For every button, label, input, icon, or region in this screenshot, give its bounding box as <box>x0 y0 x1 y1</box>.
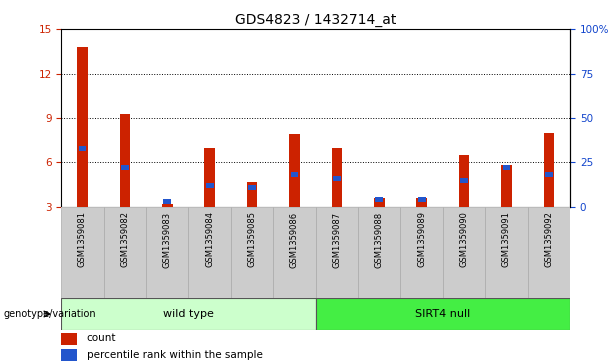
Text: genotype/variation: genotype/variation <box>3 309 96 319</box>
Bar <box>459 155 470 207</box>
Bar <box>545 172 553 178</box>
FancyBboxPatch shape <box>528 207 570 298</box>
Bar <box>503 165 510 170</box>
Text: GSM1359083: GSM1359083 <box>163 211 172 268</box>
Bar <box>78 146 86 151</box>
Bar <box>61 333 77 345</box>
Text: GSM1359082: GSM1359082 <box>120 211 129 268</box>
Bar <box>204 148 215 207</box>
Text: GSM1359087: GSM1359087 <box>332 211 341 268</box>
Text: GSM1359084: GSM1359084 <box>205 211 214 268</box>
Bar <box>289 134 300 207</box>
Text: GSM1359090: GSM1359090 <box>460 211 468 267</box>
FancyBboxPatch shape <box>273 207 316 298</box>
Bar <box>121 165 129 170</box>
FancyBboxPatch shape <box>61 207 104 298</box>
Bar <box>460 178 468 183</box>
Text: wild type: wild type <box>163 309 214 319</box>
Bar <box>206 183 213 188</box>
Bar <box>291 172 299 178</box>
Bar <box>77 47 88 207</box>
FancyBboxPatch shape <box>189 207 231 298</box>
FancyBboxPatch shape <box>485 207 528 298</box>
FancyBboxPatch shape <box>316 298 570 330</box>
Text: count: count <box>87 334 116 343</box>
FancyBboxPatch shape <box>104 207 146 298</box>
Text: GSM1359088: GSM1359088 <box>375 211 384 268</box>
Text: GSM1359081: GSM1359081 <box>78 211 87 268</box>
FancyBboxPatch shape <box>146 207 189 298</box>
Bar <box>162 204 173 207</box>
Bar <box>544 133 554 207</box>
Text: GSM1359089: GSM1359089 <box>417 211 426 268</box>
FancyBboxPatch shape <box>400 207 443 298</box>
Text: GSM1359086: GSM1359086 <box>290 211 299 268</box>
FancyBboxPatch shape <box>316 207 358 298</box>
Bar <box>501 166 512 207</box>
Text: GSM1359092: GSM1359092 <box>544 211 554 267</box>
Bar <box>61 349 77 362</box>
Bar <box>332 148 342 207</box>
FancyBboxPatch shape <box>231 207 273 298</box>
Text: GSM1359091: GSM1359091 <box>502 211 511 267</box>
Text: SIRT4 null: SIRT4 null <box>415 309 471 319</box>
Text: GSM1359085: GSM1359085 <box>248 211 257 268</box>
Bar <box>418 197 425 203</box>
Bar <box>374 198 384 207</box>
Bar <box>248 185 256 190</box>
FancyBboxPatch shape <box>443 207 485 298</box>
Bar <box>376 197 383 203</box>
Bar <box>164 199 171 204</box>
Bar <box>247 182 257 207</box>
Title: GDS4823 / 1432714_at: GDS4823 / 1432714_at <box>235 13 397 26</box>
Bar <box>120 114 130 207</box>
FancyBboxPatch shape <box>358 207 400 298</box>
FancyBboxPatch shape <box>61 298 316 330</box>
Text: percentile rank within the sample: percentile rank within the sample <box>87 350 262 360</box>
Bar <box>333 176 341 181</box>
Bar <box>416 198 427 207</box>
